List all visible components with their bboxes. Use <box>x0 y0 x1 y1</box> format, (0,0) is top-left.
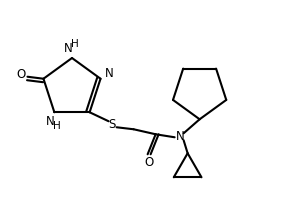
Text: N: N <box>105 67 114 80</box>
Text: O: O <box>144 156 153 169</box>
Text: S: S <box>108 118 115 131</box>
Text: O: O <box>17 68 26 81</box>
Text: H: H <box>53 121 61 131</box>
Text: N: N <box>176 130 185 143</box>
Text: N: N <box>64 43 72 55</box>
Text: H: H <box>71 39 79 49</box>
Text: N: N <box>46 115 55 128</box>
